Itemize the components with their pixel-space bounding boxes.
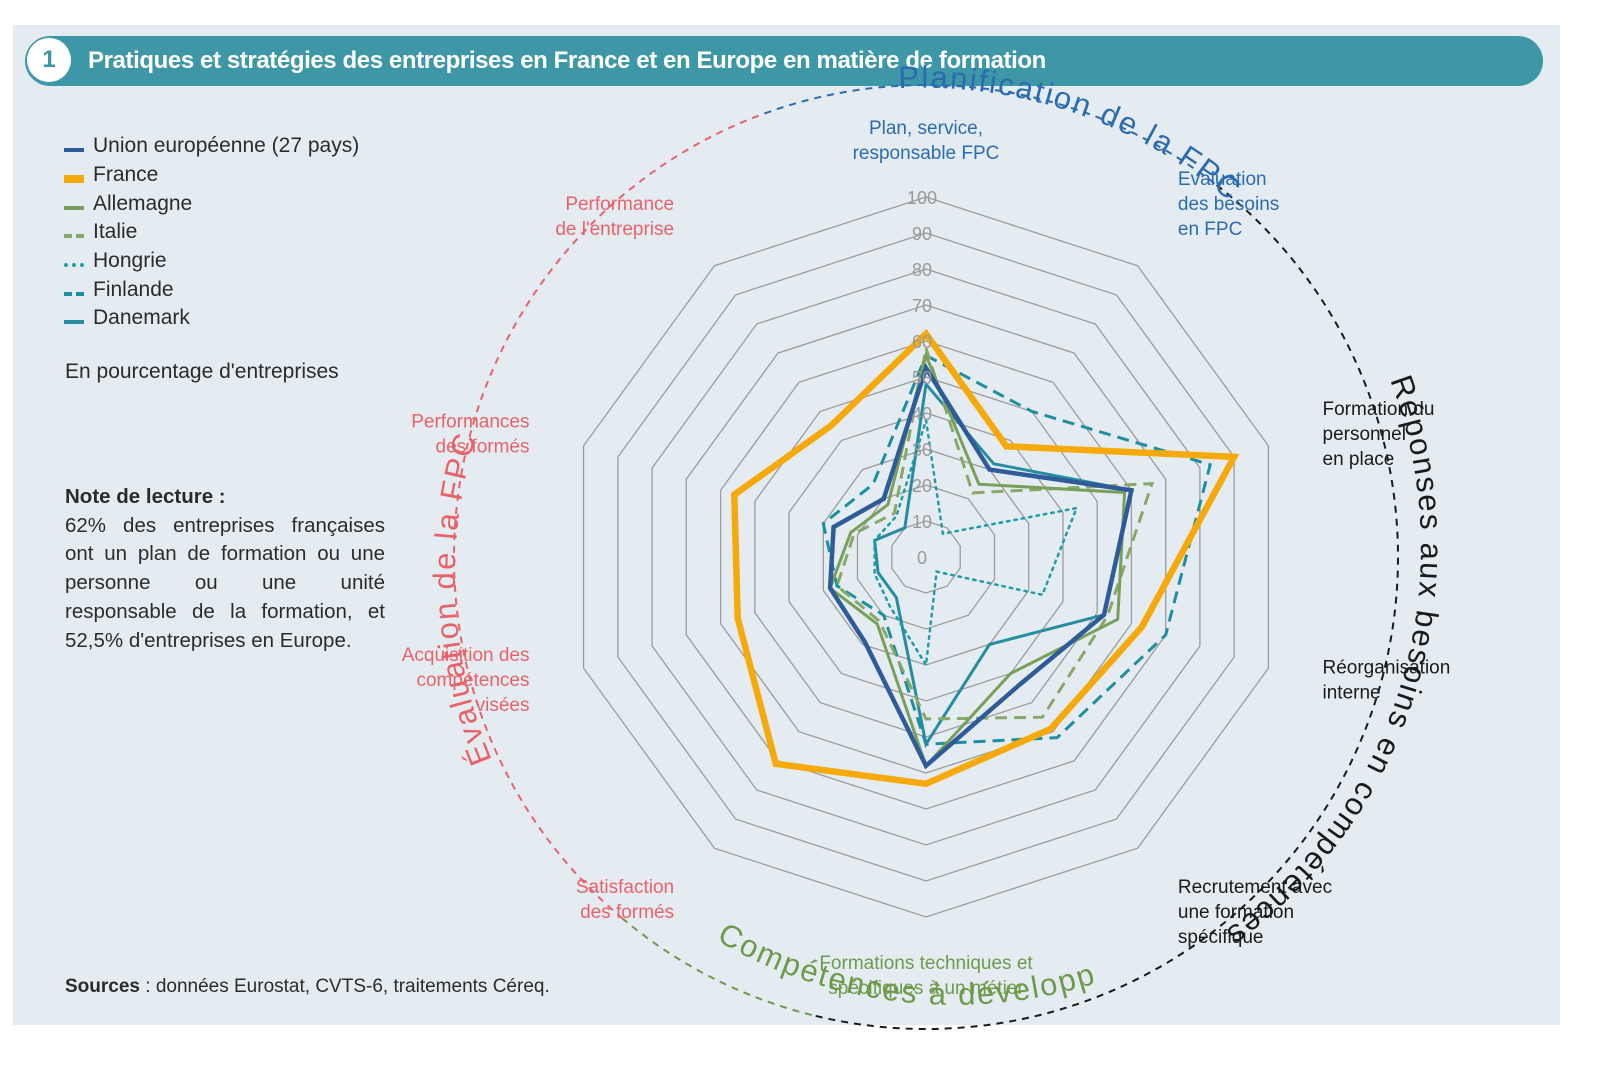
grid-ring-70 bbox=[685, 304, 1167, 810]
header-bar bbox=[25, 36, 1543, 86]
axis-label-line: interne bbox=[1323, 683, 1381, 704]
axis-label-line: Performance bbox=[565, 194, 674, 215]
legend-label: Union européenne (27 pays) bbox=[93, 134, 360, 158]
legend-item: Hongrie bbox=[64, 247, 359, 276]
axis-label-2: Formation du personnel en place bbox=[1323, 399, 1435, 470]
grid-ring-100 bbox=[582, 196, 1270, 918]
legend-label: Danemark bbox=[93, 306, 190, 330]
figure-panel bbox=[13, 25, 1560, 1025]
grid-ring-90 bbox=[617, 232, 1235, 882]
grid-ring-20 bbox=[856, 484, 996, 630]
axis-label-line: des besoins bbox=[1178, 194, 1279, 215]
axis-label-5: Formations techniques et spécifiques à un… bbox=[819, 953, 1033, 999]
tick-label-30: 30 bbox=[912, 440, 932, 460]
legend-item: France bbox=[64, 161, 359, 190]
legend-swatch bbox=[64, 205, 84, 210]
tick-label-60: 60 bbox=[912, 332, 932, 352]
grid-ring-60 bbox=[719, 340, 1133, 774]
axis-label-1: Evaluation des besoins en FPC bbox=[1178, 169, 1279, 240]
unit-note: En pourcentage d'entreprises bbox=[65, 360, 339, 383]
axis-label-line: une formation bbox=[1178, 902, 1294, 923]
axis-label-line: responsable FPC bbox=[853, 143, 1000, 164]
axis-label-line: des formés bbox=[436, 437, 530, 458]
series-finlande bbox=[821, 353, 1213, 746]
axis-label-line: spécifique bbox=[1178, 927, 1264, 948]
legend-item: Danemark bbox=[64, 304, 359, 333]
axis-label-line: des formés bbox=[580, 902, 674, 923]
legend-label: Finlande bbox=[93, 277, 174, 301]
legend-label: France bbox=[93, 163, 159, 187]
axis-label-line: visées bbox=[476, 695, 530, 716]
figure-title: Pratiques et stratégies des entreprises … bbox=[88, 47, 1046, 74]
arc-label-evaluation-text: Évaluation de la FPC bbox=[427, 428, 497, 770]
circle-segment-reponses bbox=[811, 184, 1399, 1030]
figure-number-badge: 1 bbox=[27, 38, 71, 82]
legend-swatch bbox=[64, 148, 84, 153]
series-union-europ-enne-27-pays bbox=[827, 362, 1135, 770]
tick-label-80: 80 bbox=[912, 260, 932, 280]
axis-label-line: Réorganisation bbox=[1323, 658, 1451, 679]
legend-swatch bbox=[64, 263, 84, 268]
sources-text: : données Eurostat, CVTS-6, traitements … bbox=[139, 976, 550, 997]
axis-label-line: en FPC bbox=[1178, 219, 1242, 240]
axis-label-line: compétences bbox=[416, 670, 529, 691]
legend-item: Allemagne bbox=[64, 189, 359, 218]
legend-swatch bbox=[64, 234, 84, 239]
tick-label-10: 10 bbox=[912, 512, 932, 532]
axis-label-line: en place bbox=[1323, 449, 1395, 470]
axis-label-line: Evaluation bbox=[1178, 169, 1267, 190]
axis-label-line: Plan, service, bbox=[869, 118, 983, 139]
legend-item: Italie bbox=[64, 218, 359, 247]
series-france bbox=[731, 328, 1240, 788]
axis-label-line: de l'entreprise bbox=[555, 219, 674, 240]
legend-label: Allemagne bbox=[93, 191, 193, 215]
reading-note-title: Note de lecture : bbox=[65, 485, 226, 508]
legend-item: Finlande bbox=[64, 275, 359, 304]
axis-label-3: Réorganisation interne bbox=[1323, 658, 1451, 704]
axis-label-0: Plan, service, responsable FPC bbox=[853, 118, 1000, 164]
reading-note: Note de lecture : 62% des entreprises fr… bbox=[65, 483, 385, 655]
tick-label-70: 70 bbox=[912, 296, 932, 316]
legend-swatch bbox=[64, 291, 84, 296]
series-italie bbox=[835, 347, 1155, 721]
legend-label: Hongrie bbox=[93, 249, 167, 273]
tick-label-0: 0 bbox=[917, 548, 927, 568]
tick-label-100: 100 bbox=[907, 188, 937, 208]
axis-label-8: Performances des formés bbox=[411, 412, 529, 458]
axis-label-7: Acquisition des compétences visées bbox=[402, 645, 530, 716]
sources-note: Sources : données Eurostat, CVTS-6, trai… bbox=[65, 976, 550, 998]
axis-label-line: Acquisition des bbox=[402, 645, 530, 666]
series-hongrie bbox=[873, 419, 1079, 669]
axis-label-line: Performances bbox=[411, 412, 529, 433]
tick-label-50: 50 bbox=[912, 368, 932, 388]
legend-swatch bbox=[64, 320, 84, 325]
reading-note-text: 62% des entreprises françaises ont un pl… bbox=[65, 513, 385, 652]
axis-label-line: Formations techniques et bbox=[819, 953, 1033, 974]
legend-item: Union européenne (27 pays) bbox=[64, 132, 359, 161]
axis-label-line: personnel bbox=[1323, 424, 1406, 445]
axis-label-9: Performance de l'entreprise bbox=[555, 194, 674, 240]
circle-segment-planification bbox=[764, 84, 1218, 186]
axis-label-line: Satisfaction bbox=[576, 877, 674, 898]
arc-label-evaluation: Évaluation de la FPC bbox=[427, 428, 499, 770]
axis-label-line: Recrutement avec bbox=[1178, 877, 1332, 898]
tick-label-90: 90 bbox=[912, 224, 932, 244]
circle-segment-competences bbox=[621, 917, 813, 1016]
axis-label-4: Recrutement avec une formation spécifique bbox=[1178, 877, 1332, 948]
legend: Union européenne (27 pays) France Allemagn… bbox=[64, 132, 359, 333]
axis-label-6: Satisfaction des formés bbox=[576, 877, 674, 923]
sources-label: Sources bbox=[65, 976, 140, 997]
tick-label-20: 20 bbox=[912, 476, 932, 496]
circle-segment-evaluation bbox=[453, 112, 765, 920]
tick-label-40: 40 bbox=[912, 404, 932, 424]
grid-ring-80 bbox=[651, 268, 1201, 846]
series-allemagne bbox=[828, 350, 1127, 769]
legend-swatch bbox=[64, 175, 84, 184]
legend-label: Italie bbox=[93, 220, 138, 244]
axis-label-line: spécifiques à un métier bbox=[828, 978, 1024, 999]
grid-ring-10 bbox=[891, 520, 961, 594]
axis-label-line: Formation du bbox=[1323, 399, 1435, 420]
